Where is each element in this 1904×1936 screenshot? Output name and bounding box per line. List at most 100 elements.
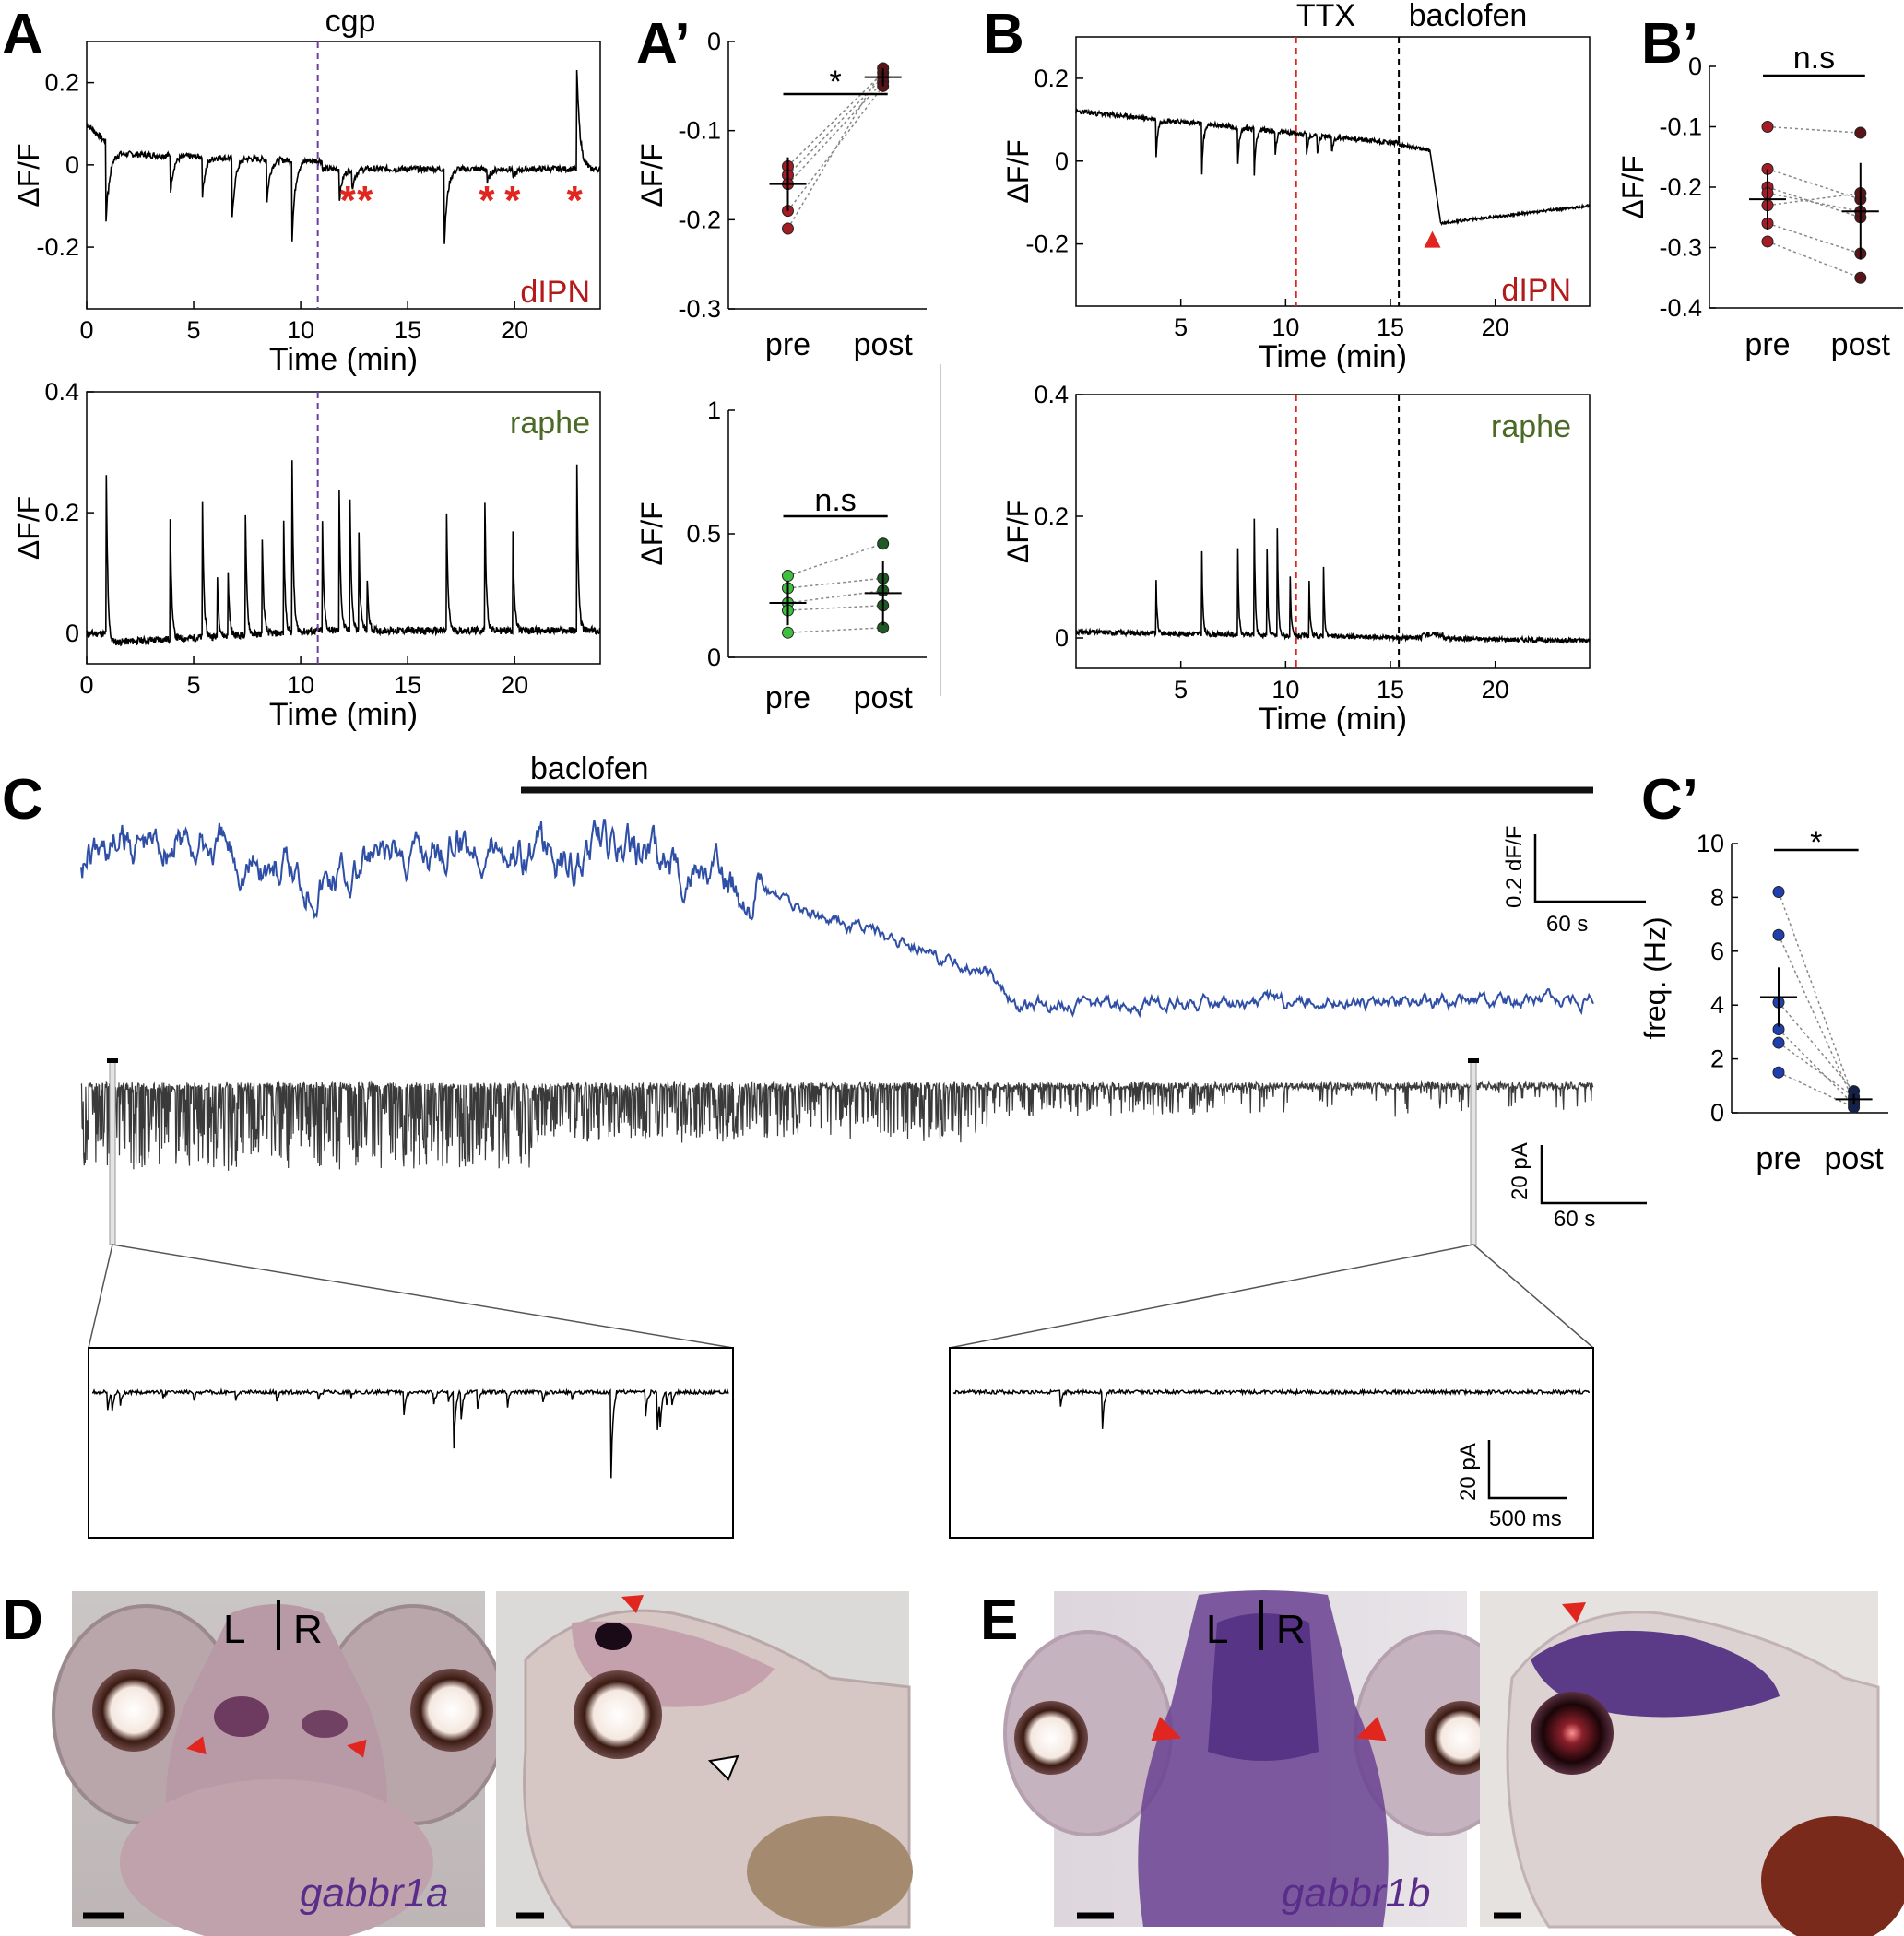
chart-b-raphe: 5 10 15 20 0.4 0.2 0 Time (min) ΔF/F raphe bbox=[1001, 381, 1591, 737]
y-tick-label: 0 bbox=[707, 28, 721, 55]
gene-label-d: gabbr1a bbox=[300, 1871, 448, 1916]
eye-left bbox=[92, 1669, 175, 1752]
label-right: R bbox=[1276, 1607, 1306, 1652]
pair-line bbox=[787, 627, 883, 633]
y-tick-label: 0 bbox=[1055, 148, 1069, 175]
arrowhead-icon bbox=[1562, 1602, 1586, 1623]
data-point bbox=[1854, 271, 1867, 284]
y-tick-label: 0.4 bbox=[1034, 381, 1069, 408]
eye-right bbox=[410, 1669, 493, 1752]
panel-label-a: A bbox=[2, 3, 43, 66]
y-tick-label: -0.1 bbox=[678, 117, 721, 145]
x-tick-label: pre bbox=[765, 680, 810, 715]
arrowhead-icon bbox=[621, 1595, 644, 1613]
x-tick-label: pre bbox=[1756, 1141, 1801, 1176]
drug-label: TTX bbox=[1296, 0, 1355, 33]
x-tick-label: 20 bbox=[1482, 313, 1509, 341]
y-axis-label: ΔF/F bbox=[12, 143, 45, 207]
stain-left bbox=[214, 1696, 269, 1737]
y-tick-label: -0.4 bbox=[1659, 294, 1702, 322]
pair-line bbox=[1767, 192, 1861, 207]
x-tick-label: 5 bbox=[187, 316, 201, 344]
arrowhead-icon bbox=[186, 1736, 207, 1755]
y-tick-label: 8 bbox=[1710, 883, 1724, 911]
pair-line bbox=[1767, 222, 1862, 254]
drug-label: cgp bbox=[325, 4, 376, 39]
y-tick-label: 0 bbox=[1055, 624, 1069, 652]
eye-left bbox=[1014, 1701, 1088, 1775]
gene-label-e: gabbr1b bbox=[1282, 1871, 1430, 1916]
panel-label-a-prime: A’ bbox=[636, 12, 691, 76]
y-tick-label: 0 bbox=[707, 643, 721, 671]
image-e-dorsal: L R gabbr1b bbox=[1003, 1590, 1523, 1927]
inset-frame bbox=[88, 1347, 734, 1539]
data-point bbox=[1772, 1066, 1785, 1079]
x-tick-label: 0 bbox=[79, 671, 93, 699]
x-axis-label: Time (min) bbox=[269, 697, 418, 732]
data-point bbox=[877, 537, 890, 550]
x-axis-label: Time (min) bbox=[269, 342, 418, 377]
pair-line bbox=[786, 77, 884, 176]
y-tick-label: 0 bbox=[1688, 53, 1702, 80]
chart-a-prime-dipn: 0 -0.1 -0.2 -0.3 pre post ΔF/F * bbox=[635, 28, 927, 362]
series-line bbox=[86, 69, 601, 244]
plot-frame bbox=[86, 41, 601, 310]
y-axis-label: ΔF/F bbox=[1001, 500, 1035, 563]
plot-frame bbox=[86, 391, 601, 665]
label-left: L bbox=[1206, 1607, 1228, 1652]
selection-tick bbox=[1468, 1058, 1479, 1063]
series-line bbox=[86, 460, 601, 647]
x-tick-label: 20 bbox=[501, 316, 528, 344]
x-tick-label: 0 bbox=[79, 316, 93, 344]
selection-marker bbox=[109, 1059, 116, 1245]
plot-frame bbox=[1075, 394, 1591, 669]
image-d-lateral bbox=[496, 1591, 913, 1929]
significance-label: n.s bbox=[1793, 41, 1835, 76]
data-point bbox=[1854, 126, 1867, 139]
x-tick-label: 15 bbox=[1377, 676, 1404, 703]
event-asterisk: * bbox=[504, 178, 521, 223]
chart-b-dipn: 5 10 15 20 0.2 0 -0.2 Time (min) ΔF/F TTX baclofen… bbox=[1001, 0, 1591, 374]
pair-line bbox=[787, 577, 883, 589]
scale-bar-label: 60 s bbox=[1546, 912, 1588, 937]
drug-label: baclofen bbox=[530, 751, 649, 786]
event-asterisk: * bbox=[567, 178, 584, 223]
panel-label-b: B bbox=[983, 3, 1024, 66]
scale-bar bbox=[1533, 834, 1646, 903]
current-trace bbox=[80, 1080, 1594, 1171]
data-point bbox=[1772, 1036, 1785, 1049]
plot-frame bbox=[1075, 36, 1591, 307]
event-asterisk: * bbox=[479, 178, 495, 223]
x-axis-label: Time (min) bbox=[1259, 702, 1407, 737]
panel-label-e: E bbox=[980, 1588, 1018, 1652]
panel-label-d: D bbox=[2, 1588, 43, 1652]
x-tick-label: 10 bbox=[1271, 313, 1299, 341]
stain-dark bbox=[595, 1623, 632, 1650]
y-tick-label: -0.3 bbox=[1659, 234, 1702, 262]
y-tick-label: 1 bbox=[707, 396, 721, 424]
x-tick-label: 5 bbox=[1174, 313, 1188, 341]
drug-label: baclofen bbox=[1409, 0, 1528, 33]
pair-line bbox=[786, 80, 884, 185]
region-label: raphe bbox=[1491, 409, 1571, 444]
y-tick-label: -0.2 bbox=[1025, 230, 1069, 258]
chart-a-raphe: 0 5 10 15 20 0.4 0.2 0 Time (min) ΔF/F raphe bbox=[12, 378, 601, 732]
zoom-line bbox=[88, 1244, 113, 1349]
data-point bbox=[1772, 928, 1785, 941]
chart-b-prime: 0 -0.1 -0.2 -0.3 -0.4 pre post ΔF/F n.s bbox=[1616, 41, 1903, 362]
panel-label-c: C bbox=[2, 768, 43, 832]
x-tick-label: 20 bbox=[501, 671, 528, 699]
y-tick-label: 2 bbox=[1710, 1045, 1724, 1073]
y-tick-label: -0.2 bbox=[678, 206, 721, 233]
zoom-line bbox=[112, 1244, 734, 1349]
open-arrowhead-icon bbox=[707, 1754, 739, 1781]
arrowhead-icon bbox=[1151, 1717, 1182, 1741]
pair-line bbox=[1767, 192, 1861, 212]
pair-line bbox=[1767, 241, 1862, 278]
zoom-line bbox=[1472, 1244, 1594, 1349]
y-tick-label: 0.5 bbox=[686, 520, 721, 548]
pair-line bbox=[786, 72, 884, 167]
scale-bar-label: 20 pA bbox=[1508, 1142, 1532, 1200]
